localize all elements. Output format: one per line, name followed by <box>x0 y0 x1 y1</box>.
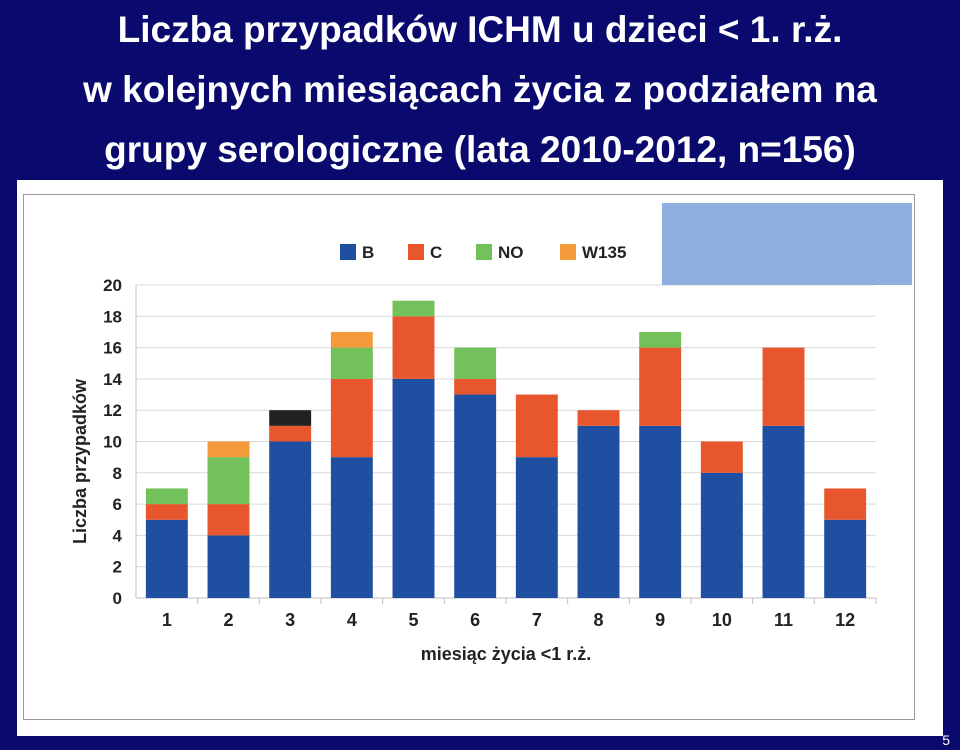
x-tick-label: 4 <box>347 610 357 630</box>
bar-c-3 <box>269 425 312 442</box>
bar-b-10 <box>700 472 743 598</box>
x-tick-label: 8 <box>593 610 603 630</box>
bar-no-1 <box>145 488 188 505</box>
bar-w135-2 <box>207 441 250 458</box>
x-axis-title: miesiąc życia <1 r.ż. <box>421 644 592 664</box>
x-tick-label: 5 <box>408 610 418 630</box>
y-tick-label: 4 <box>113 526 123 545</box>
y-tick-label: 20 <box>103 276 122 295</box>
bar-c-8 <box>577 410 620 426</box>
bar-c-4 <box>330 378 373 458</box>
x-tick-label: 1 <box>162 610 172 630</box>
bar-c-10 <box>700 441 743 473</box>
bar-c-2 <box>207 504 250 536</box>
x-tick-label: 6 <box>470 610 480 630</box>
bar-b-4 <box>330 457 373 598</box>
bar-b-8 <box>577 425 620 598</box>
bar-b-7 <box>515 457 558 598</box>
chart-area: 0 2 4 6 8 10 12 14 16 18 20 1 2 3 4 5 6 7 8 9 10 11 12 miesiąc … <box>23 194 915 720</box>
bar-c-1 <box>145 504 188 520</box>
legend-swatch-w135 <box>560 244 576 260</box>
y-tick-label: 12 <box>103 401 122 420</box>
bar-b-3 <box>269 441 312 598</box>
bar-b-1 <box>145 519 188 598</box>
legend-swatch-no <box>476 244 492 260</box>
legend-swatch-b <box>340 244 356 260</box>
bar-c-7 <box>515 394 558 458</box>
y-tick-label: 14 <box>103 370 122 389</box>
bar-no-4 <box>330 347 373 379</box>
bar-b-9 <box>639 425 682 598</box>
legend-label-c: C <box>430 243 442 262</box>
bar-b-6 <box>454 394 497 598</box>
overlay-box <box>662 203 912 285</box>
bar-no-9 <box>639 331 682 348</box>
title-line-2: w kolejnych miesiącach życia z podziałem… <box>83 69 877 110</box>
bar-b-5 <box>392 378 435 598</box>
legend-label-no: NO <box>498 243 524 262</box>
bar-c-9 <box>639 347 682 426</box>
bar-no-2 <box>207 457 250 505</box>
legend-swatch-c <box>408 244 424 260</box>
y-tick-label: 2 <box>113 558 122 577</box>
x-tick-label: 7 <box>532 610 542 630</box>
bar-y-3 <box>269 410 312 426</box>
bar-c-11 <box>762 347 805 426</box>
bar-b-2 <box>207 535 250 598</box>
x-tick-label: 10 <box>712 610 732 630</box>
y-tick-label: 10 <box>103 433 122 452</box>
slide-title: Liczba przypadków ICHM u dzieci < 1. r.ż… <box>0 0 960 180</box>
page-number: 5 <box>942 732 950 748</box>
legend-label-w135: W135 <box>582 243 626 262</box>
y-tick-label: 16 <box>103 339 122 358</box>
legend-label-b: B <box>362 243 374 262</box>
title-line-1: Liczba przypadków ICHM u dzieci < 1. r.ż… <box>117 9 843 50</box>
title-line-3: grupy serologiczne (lata 2010-2012, n=15… <box>104 129 856 170</box>
bar-w135-4 <box>330 331 373 348</box>
x-tick-label: 12 <box>835 610 855 630</box>
bar-c-6 <box>454 378 497 395</box>
y-tick-label: 6 <box>113 495 122 514</box>
x-tick-label: 2 <box>223 610 233 630</box>
x-tick-label: 11 <box>774 610 793 630</box>
bar-no-5 <box>392 300 435 317</box>
x-tick-label: 9 <box>655 610 665 630</box>
y-tick-label: 8 <box>113 464 122 483</box>
bar-c-12 <box>824 488 867 520</box>
x-tick-label: 3 <box>285 610 295 630</box>
y-tick-label: 0 <box>113 589 122 608</box>
y-axis-title: Liczba przypadków <box>70 378 90 544</box>
bar-b-12 <box>824 519 867 598</box>
bar-no-6 <box>454 347 497 379</box>
chart-frame: 0 2 4 6 8 10 12 14 16 18 20 1 2 3 4 5 6 7 8 9 10 11 12 miesiąc … <box>17 180 943 736</box>
y-tick-label: 18 <box>103 307 122 326</box>
bar-b-11 <box>762 425 805 598</box>
bar-c-5 <box>392 316 435 379</box>
